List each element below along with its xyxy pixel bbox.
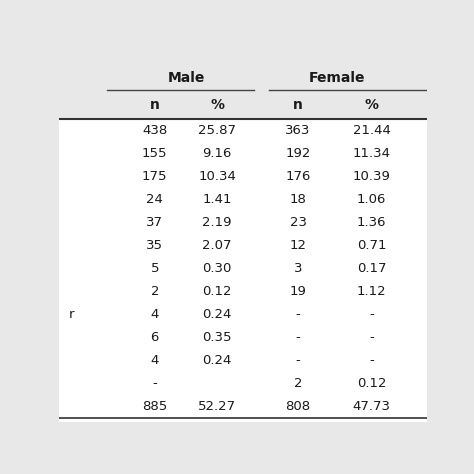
Bar	[59, 119, 427, 422]
Text: 1.36: 1.36	[357, 216, 386, 229]
Text: 176: 176	[285, 170, 311, 183]
Text: 0.17: 0.17	[357, 262, 386, 275]
Text: 1.06: 1.06	[357, 193, 386, 206]
Text: 5: 5	[151, 262, 159, 275]
Text: 25.87: 25.87	[198, 124, 236, 137]
Text: -: -	[296, 331, 301, 344]
Text: 885: 885	[142, 400, 167, 413]
Text: 4: 4	[151, 308, 159, 321]
Text: 0.71: 0.71	[357, 239, 386, 252]
Text: -: -	[152, 377, 157, 390]
Text: 10.34: 10.34	[198, 170, 236, 183]
Text: 2: 2	[151, 285, 159, 298]
Text: 175: 175	[142, 170, 167, 183]
Text: 12: 12	[290, 239, 307, 252]
Text: -: -	[296, 354, 301, 367]
Text: 23: 23	[290, 216, 307, 229]
Text: 0.24: 0.24	[202, 308, 232, 321]
Text: 18: 18	[290, 193, 307, 206]
Text: 192: 192	[285, 147, 311, 160]
Bar	[59, 64, 427, 119]
Text: 808: 808	[285, 400, 310, 413]
Text: 363: 363	[285, 124, 311, 137]
Text: n: n	[293, 98, 303, 112]
Text: 0.24: 0.24	[202, 354, 232, 367]
Text: 52.27: 52.27	[198, 400, 236, 413]
Text: -: -	[296, 308, 301, 321]
Text: 2.07: 2.07	[202, 239, 232, 252]
Text: -: -	[369, 331, 374, 344]
Text: 6: 6	[151, 331, 159, 344]
Text: n: n	[150, 98, 160, 112]
Text: 11.34: 11.34	[353, 147, 391, 160]
Text: -: -	[369, 308, 374, 321]
Text: 1.41: 1.41	[202, 193, 232, 206]
Text: %: %	[365, 98, 379, 112]
Text: 4: 4	[151, 354, 159, 367]
Text: 9.16: 9.16	[202, 147, 232, 160]
Text: 0.12: 0.12	[202, 285, 232, 298]
Text: 19: 19	[290, 285, 307, 298]
Text: 0.30: 0.30	[202, 262, 232, 275]
Text: 2.19: 2.19	[202, 216, 232, 229]
Text: 438: 438	[142, 124, 167, 137]
Text: r: r	[68, 308, 74, 321]
Text: 10.39: 10.39	[353, 170, 391, 183]
Text: 47.73: 47.73	[353, 400, 391, 413]
Text: 155: 155	[142, 147, 167, 160]
Text: 35: 35	[146, 239, 163, 252]
Text: Male: Male	[167, 71, 205, 85]
Text: 2: 2	[294, 377, 302, 390]
Text: 3: 3	[294, 262, 302, 275]
Text: -: -	[369, 354, 374, 367]
Text: %: %	[210, 98, 224, 112]
Text: 1.12: 1.12	[356, 285, 386, 298]
Text: 37: 37	[146, 216, 163, 229]
Text: 21.44: 21.44	[353, 124, 391, 137]
Text: 0.12: 0.12	[357, 377, 386, 390]
Text: Female: Female	[309, 71, 365, 85]
Text: 0.35: 0.35	[202, 331, 232, 344]
Text: 24: 24	[146, 193, 163, 206]
